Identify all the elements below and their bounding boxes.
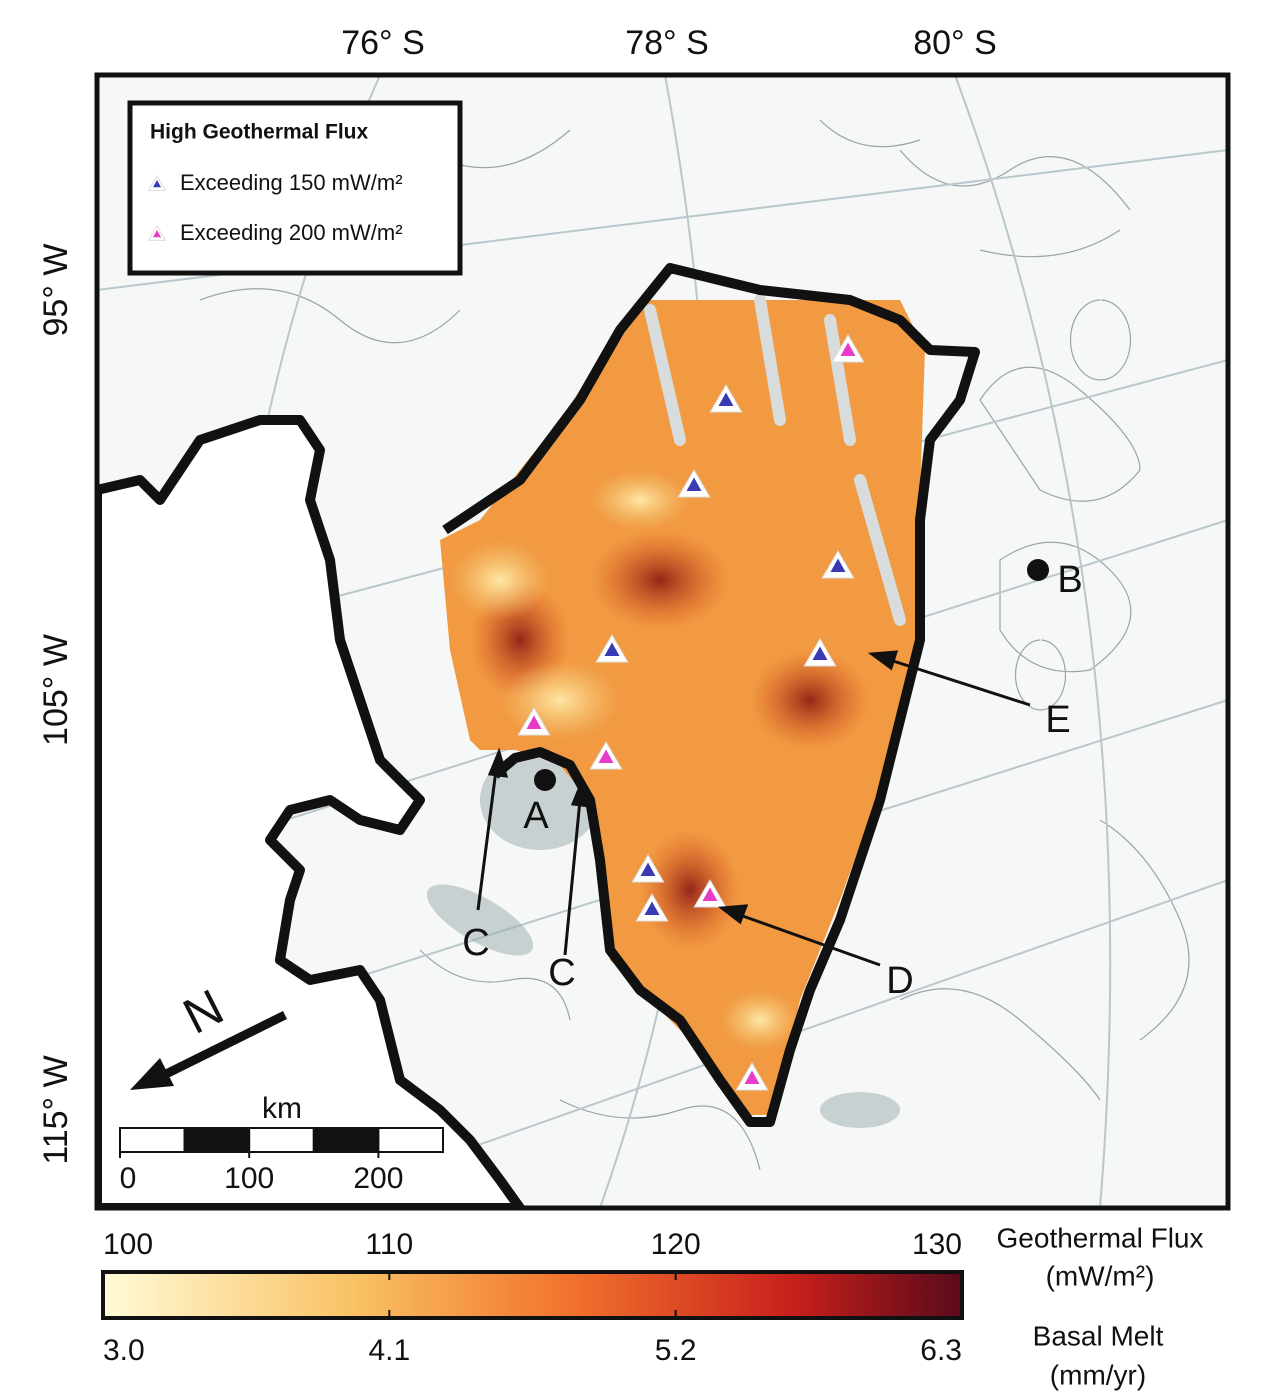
flux-marker-core (686, 477, 702, 491)
colorbar-tick-label: 6.3 (920, 1334, 962, 1367)
feature-label: D (886, 960, 913, 1002)
point-label: A (523, 795, 549, 837)
flux-marker-core (153, 180, 161, 188)
data-gaps (644, 294, 906, 626)
feature-label: E (1045, 699, 1070, 741)
colorbar-title: Geothermal Flux (997, 1222, 1204, 1253)
scale-segment (183, 1127, 251, 1153)
flux-marker-core (840, 342, 856, 356)
longitude-label: 115° W (37, 1055, 75, 1164)
latitude-label: 78° S (625, 24, 709, 62)
flux-marker-core (644, 901, 660, 915)
longitude-label: 95° W (37, 244, 75, 337)
flux-marker-core (718, 392, 734, 406)
colorbar-unit: (mW/m²) (1046, 1260, 1155, 1291)
point-b (1027, 559, 1049, 581)
scale-segment (119, 1127, 186, 1153)
point-a (534, 769, 556, 791)
geothermal-flux-field (440, 300, 925, 1115)
north-arrowhead (130, 1058, 174, 1090)
scale-bar: 0 100 200 (119, 1127, 444, 1195)
colorbar-tick-label: 120 (651, 1228, 701, 1261)
legend-box (127, 100, 463, 276)
legend-title: High Geothermal Flux (150, 121, 369, 144)
flux-marker-core (640, 862, 656, 876)
colorbar-tick-label: 4.1 (368, 1334, 410, 1367)
colorbar (101, 1270, 964, 1320)
coastline (97, 415, 525, 1208)
scale-segment (248, 1127, 315, 1153)
legend-items: Exceeding 150 mW/m² Exceeding 200 mW/m² (147, 170, 403, 245)
legend-label: Exceeding 150 mW/m² (180, 170, 403, 195)
scale-segment (377, 1127, 444, 1153)
region-outline (442, 263, 980, 1127)
colorbar-tick-label: 5.2 (655, 1334, 697, 1367)
scale-unit: km (262, 1092, 302, 1125)
longitude-label: 105° W (37, 634, 75, 746)
flux-markers (517, 334, 865, 1091)
scale-label: 200 (353, 1162, 403, 1195)
flux-marker-core (526, 715, 542, 729)
legend-label: Exceeding 200 mW/m² (180, 220, 403, 245)
colorbar-unit: (mm/yr) (1050, 1359, 1146, 1390)
map: A B C C D E N High Geothermal Flux Excee… (97, 75, 1228, 1208)
flux-marker-core (604, 642, 620, 656)
latitude-label: 80° S (913, 24, 997, 62)
colorbar-tick-label: 110 (365, 1228, 413, 1261)
latitude-label: 76° S (341, 24, 425, 62)
flux-marker-core (744, 1070, 760, 1084)
scale-label: 100 (224, 1162, 274, 1195)
colorbar-tick-label: 100 (103, 1228, 153, 1261)
feature-label: C (462, 922, 489, 964)
flux-patches (450, 470, 870, 1050)
scale-segment (312, 1127, 380, 1153)
colorbar-tick-label: 3.0 (103, 1334, 145, 1367)
flux-marker-core (830, 558, 846, 572)
colorbar-tick-label: 130 (912, 1228, 962, 1261)
colorbar-title: Basal Melt (1033, 1320, 1164, 1351)
flux-marker-core (598, 749, 614, 763)
flux-marker-core (702, 887, 718, 901)
north-arrow (158, 1010, 287, 1082)
colorbar-ticks: 100 110 120 130 3.0 4.1 5.2 6.3 (102, 1228, 963, 1367)
scale-label: 0 (120, 1162, 137, 1195)
map-frame (94, 72, 1231, 1211)
flux-marker-core (153, 230, 161, 238)
flux-marker-core (812, 646, 828, 660)
feature-label: C (548, 952, 575, 994)
point-label: B (1057, 559, 1082, 601)
arrows (476, 650, 1031, 967)
